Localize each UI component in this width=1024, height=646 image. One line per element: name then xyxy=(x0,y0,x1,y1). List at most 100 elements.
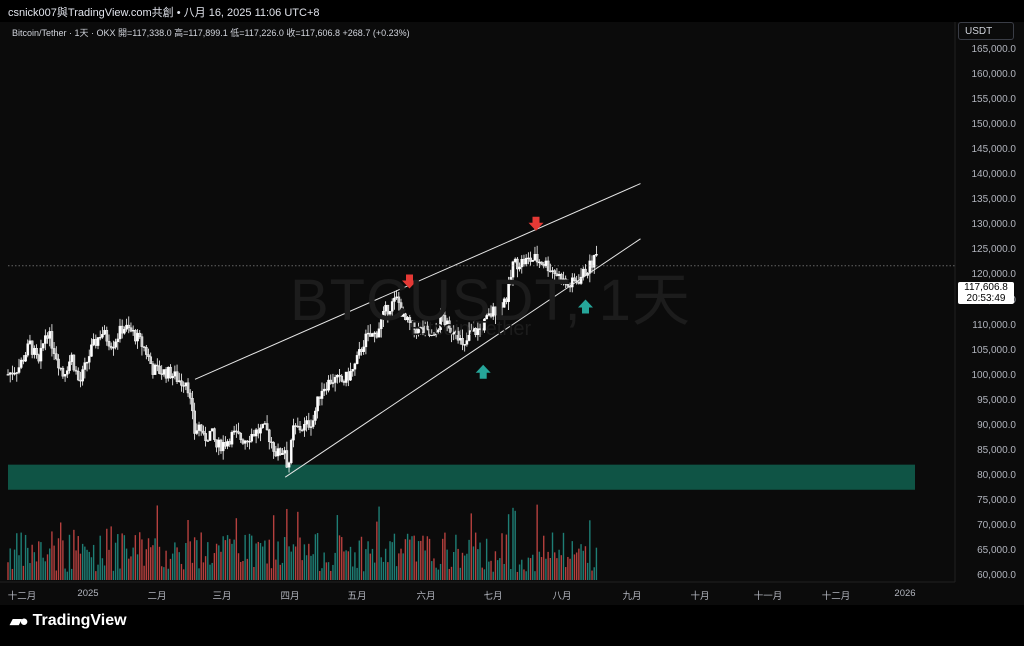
volume-bar xyxy=(11,568,14,580)
volume-bar xyxy=(450,566,453,580)
candle-body xyxy=(129,327,133,332)
candle-body xyxy=(195,430,199,434)
volume-bar xyxy=(428,538,431,580)
volume-bar xyxy=(136,554,139,580)
candle-body xyxy=(379,319,383,329)
volume-bar xyxy=(549,557,552,580)
footer-bar xyxy=(0,605,1024,646)
candle-body xyxy=(28,340,32,344)
volume-bar xyxy=(402,553,404,580)
candle-body xyxy=(595,254,598,256)
candle-body xyxy=(228,441,232,445)
volume-bar xyxy=(150,547,152,580)
candle-body xyxy=(426,325,429,330)
symbol-watermark: BTCUSDT, 1天 xyxy=(290,268,691,333)
candle-body xyxy=(94,339,98,346)
candle-body xyxy=(579,276,583,284)
volume-bar xyxy=(316,533,319,580)
volume-bar xyxy=(288,546,290,580)
y-tick-label: 110,000.0 xyxy=(972,319,1016,331)
volume-bar xyxy=(189,541,191,580)
candle-body xyxy=(340,375,344,382)
candle-body xyxy=(360,349,363,352)
candle-body xyxy=(448,320,451,329)
candle-body xyxy=(331,382,335,384)
volume-bar xyxy=(301,560,303,580)
candle-body xyxy=(35,348,38,356)
candle-body xyxy=(281,453,284,455)
candle-body xyxy=(553,270,557,274)
chart-plot[interactable] xyxy=(0,22,1024,605)
volume-bar xyxy=(384,548,387,580)
candle-body xyxy=(210,428,214,432)
candle-body xyxy=(333,376,337,383)
volume-bar xyxy=(514,510,516,580)
y-tick-label: 130,000.0 xyxy=(971,219,1017,231)
candle-body xyxy=(283,450,286,454)
candle-body xyxy=(496,310,499,316)
volume-bar xyxy=(571,541,573,580)
candle-body xyxy=(6,374,10,376)
author-caption: csnick007與TradingView.com共創 • 八月 16, 202… xyxy=(8,7,320,19)
currency-button[interactable]: USDT xyxy=(958,22,1014,40)
candle-body xyxy=(241,439,245,444)
volume-bar xyxy=(483,569,486,580)
tradingview-logo[interactable]: ▰● TradingView xyxy=(10,612,127,630)
x-tick-label: 十二月 xyxy=(821,591,851,602)
volume-bar xyxy=(420,540,422,580)
volume-bar xyxy=(371,548,374,580)
candle-body xyxy=(109,345,113,349)
volume-bar xyxy=(237,553,240,580)
candle-body xyxy=(24,354,27,362)
volume-bar xyxy=(527,557,530,580)
tradingview-logo-text: TradingView xyxy=(32,612,127,629)
volume-bar xyxy=(156,505,159,580)
volume-bar xyxy=(334,552,336,580)
candle-body xyxy=(305,420,308,425)
volume-bar xyxy=(264,540,266,580)
volume-bar xyxy=(270,568,273,580)
x-tick-label: 十月 xyxy=(690,591,710,602)
candle-body xyxy=(285,450,289,468)
volume-bar xyxy=(494,551,497,580)
volume-bar xyxy=(281,562,284,580)
candle-body xyxy=(349,370,352,381)
tradingview-logo-icon: ▰● xyxy=(10,613,29,630)
volume-bar xyxy=(376,521,378,580)
y-tick-label: 155,000.0 xyxy=(971,94,1017,106)
volume-bar xyxy=(321,568,323,580)
volume-bar xyxy=(174,542,176,580)
volume-bar xyxy=(130,556,132,580)
volume-bar xyxy=(343,551,345,580)
volume-bar xyxy=(564,567,567,580)
candle-body xyxy=(90,344,93,357)
volume-bar xyxy=(35,561,38,580)
x-tick-label: 十二月 xyxy=(7,591,37,602)
chart-frame[interactable] xyxy=(0,22,1024,605)
volume-bar xyxy=(435,567,437,580)
volume-bar xyxy=(290,551,292,580)
candle-body xyxy=(230,432,234,445)
volume-bar xyxy=(222,536,224,580)
candle-body xyxy=(72,354,76,371)
candle-body xyxy=(116,338,120,343)
candle-body xyxy=(303,424,306,431)
candle-body xyxy=(294,425,297,427)
candle-body xyxy=(33,348,36,355)
candle-body xyxy=(166,366,170,379)
volume-bar xyxy=(257,541,259,580)
volume-bar xyxy=(31,544,33,580)
candle-body xyxy=(52,348,56,354)
volume-bar xyxy=(53,545,55,580)
volume-bar xyxy=(160,566,163,580)
candle-body xyxy=(70,354,73,362)
volume-bar xyxy=(490,560,492,580)
candle-body xyxy=(87,356,91,363)
volume-bar xyxy=(167,568,169,580)
volume-bar xyxy=(286,508,288,580)
candle-body xyxy=(243,440,247,444)
volume-bar xyxy=(29,563,31,580)
volume-bar xyxy=(417,541,420,580)
volume-bar xyxy=(18,555,20,580)
volume-bar xyxy=(413,535,415,580)
